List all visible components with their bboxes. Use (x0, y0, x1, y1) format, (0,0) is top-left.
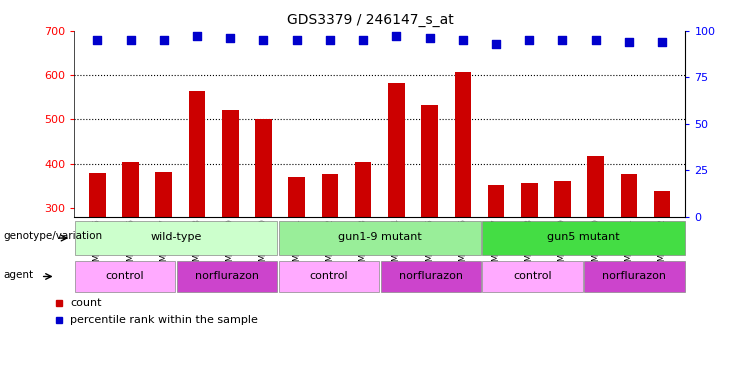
Point (290, 37, 302, 43)
Point (225, 35, 236, 41)
Bar (122, 162, 139, 217)
Point (357, 37, 369, 43)
Text: gun5 mutant: gun5 mutant (547, 232, 620, 242)
Point (623, 39, 635, 45)
Bar (288, 177, 305, 217)
Bar (89, 173, 106, 217)
Text: norflurazon: norflurazon (602, 271, 666, 281)
Bar (621, 174, 637, 217)
Bar (454, 72, 471, 217)
Text: norflurazon: norflurazon (399, 271, 462, 281)
Bar (422, 105, 438, 217)
Bar (482, 261, 582, 292)
Point (91, 37, 103, 43)
Bar (75, 261, 176, 292)
Point (258, 37, 270, 43)
Bar (75, 221, 277, 255)
Point (590, 37, 602, 43)
Bar (222, 110, 239, 217)
Text: genotype/variation: genotype/variation (4, 231, 103, 241)
Point (523, 37, 535, 43)
Bar (584, 261, 685, 292)
Bar (482, 221, 685, 255)
Point (457, 37, 469, 43)
Bar (177, 261, 277, 292)
Text: percentile rank within the sample: percentile rank within the sample (70, 314, 259, 325)
Bar (156, 172, 172, 217)
Bar (279, 221, 481, 255)
Text: gun1-9 mutant: gun1-9 mutant (338, 232, 422, 242)
Bar (554, 180, 571, 217)
Point (490, 41, 502, 47)
Point (324, 37, 336, 43)
Bar (255, 119, 272, 217)
Bar (189, 91, 205, 217)
Text: control: control (310, 271, 348, 281)
Text: GDS3379 / 246147_s_at: GDS3379 / 246147_s_at (287, 13, 454, 27)
Text: count: count (70, 298, 102, 308)
Bar (355, 162, 371, 217)
Point (158, 37, 170, 43)
Text: wild-type: wild-type (150, 232, 202, 242)
Point (657, 39, 668, 45)
Bar (588, 156, 604, 217)
Point (424, 35, 436, 41)
Text: norflurazon: norflurazon (195, 271, 259, 281)
Bar (388, 83, 405, 217)
Text: control: control (106, 271, 144, 281)
Point (124, 37, 136, 43)
Point (191, 33, 203, 40)
Bar (654, 191, 671, 217)
Text: agent: agent (4, 270, 34, 280)
Bar (279, 261, 379, 292)
Bar (488, 185, 505, 217)
Bar (322, 174, 338, 217)
Point (556, 37, 568, 43)
Bar (381, 261, 481, 292)
Text: control: control (514, 271, 552, 281)
Point (391, 33, 402, 40)
Bar (521, 183, 537, 217)
